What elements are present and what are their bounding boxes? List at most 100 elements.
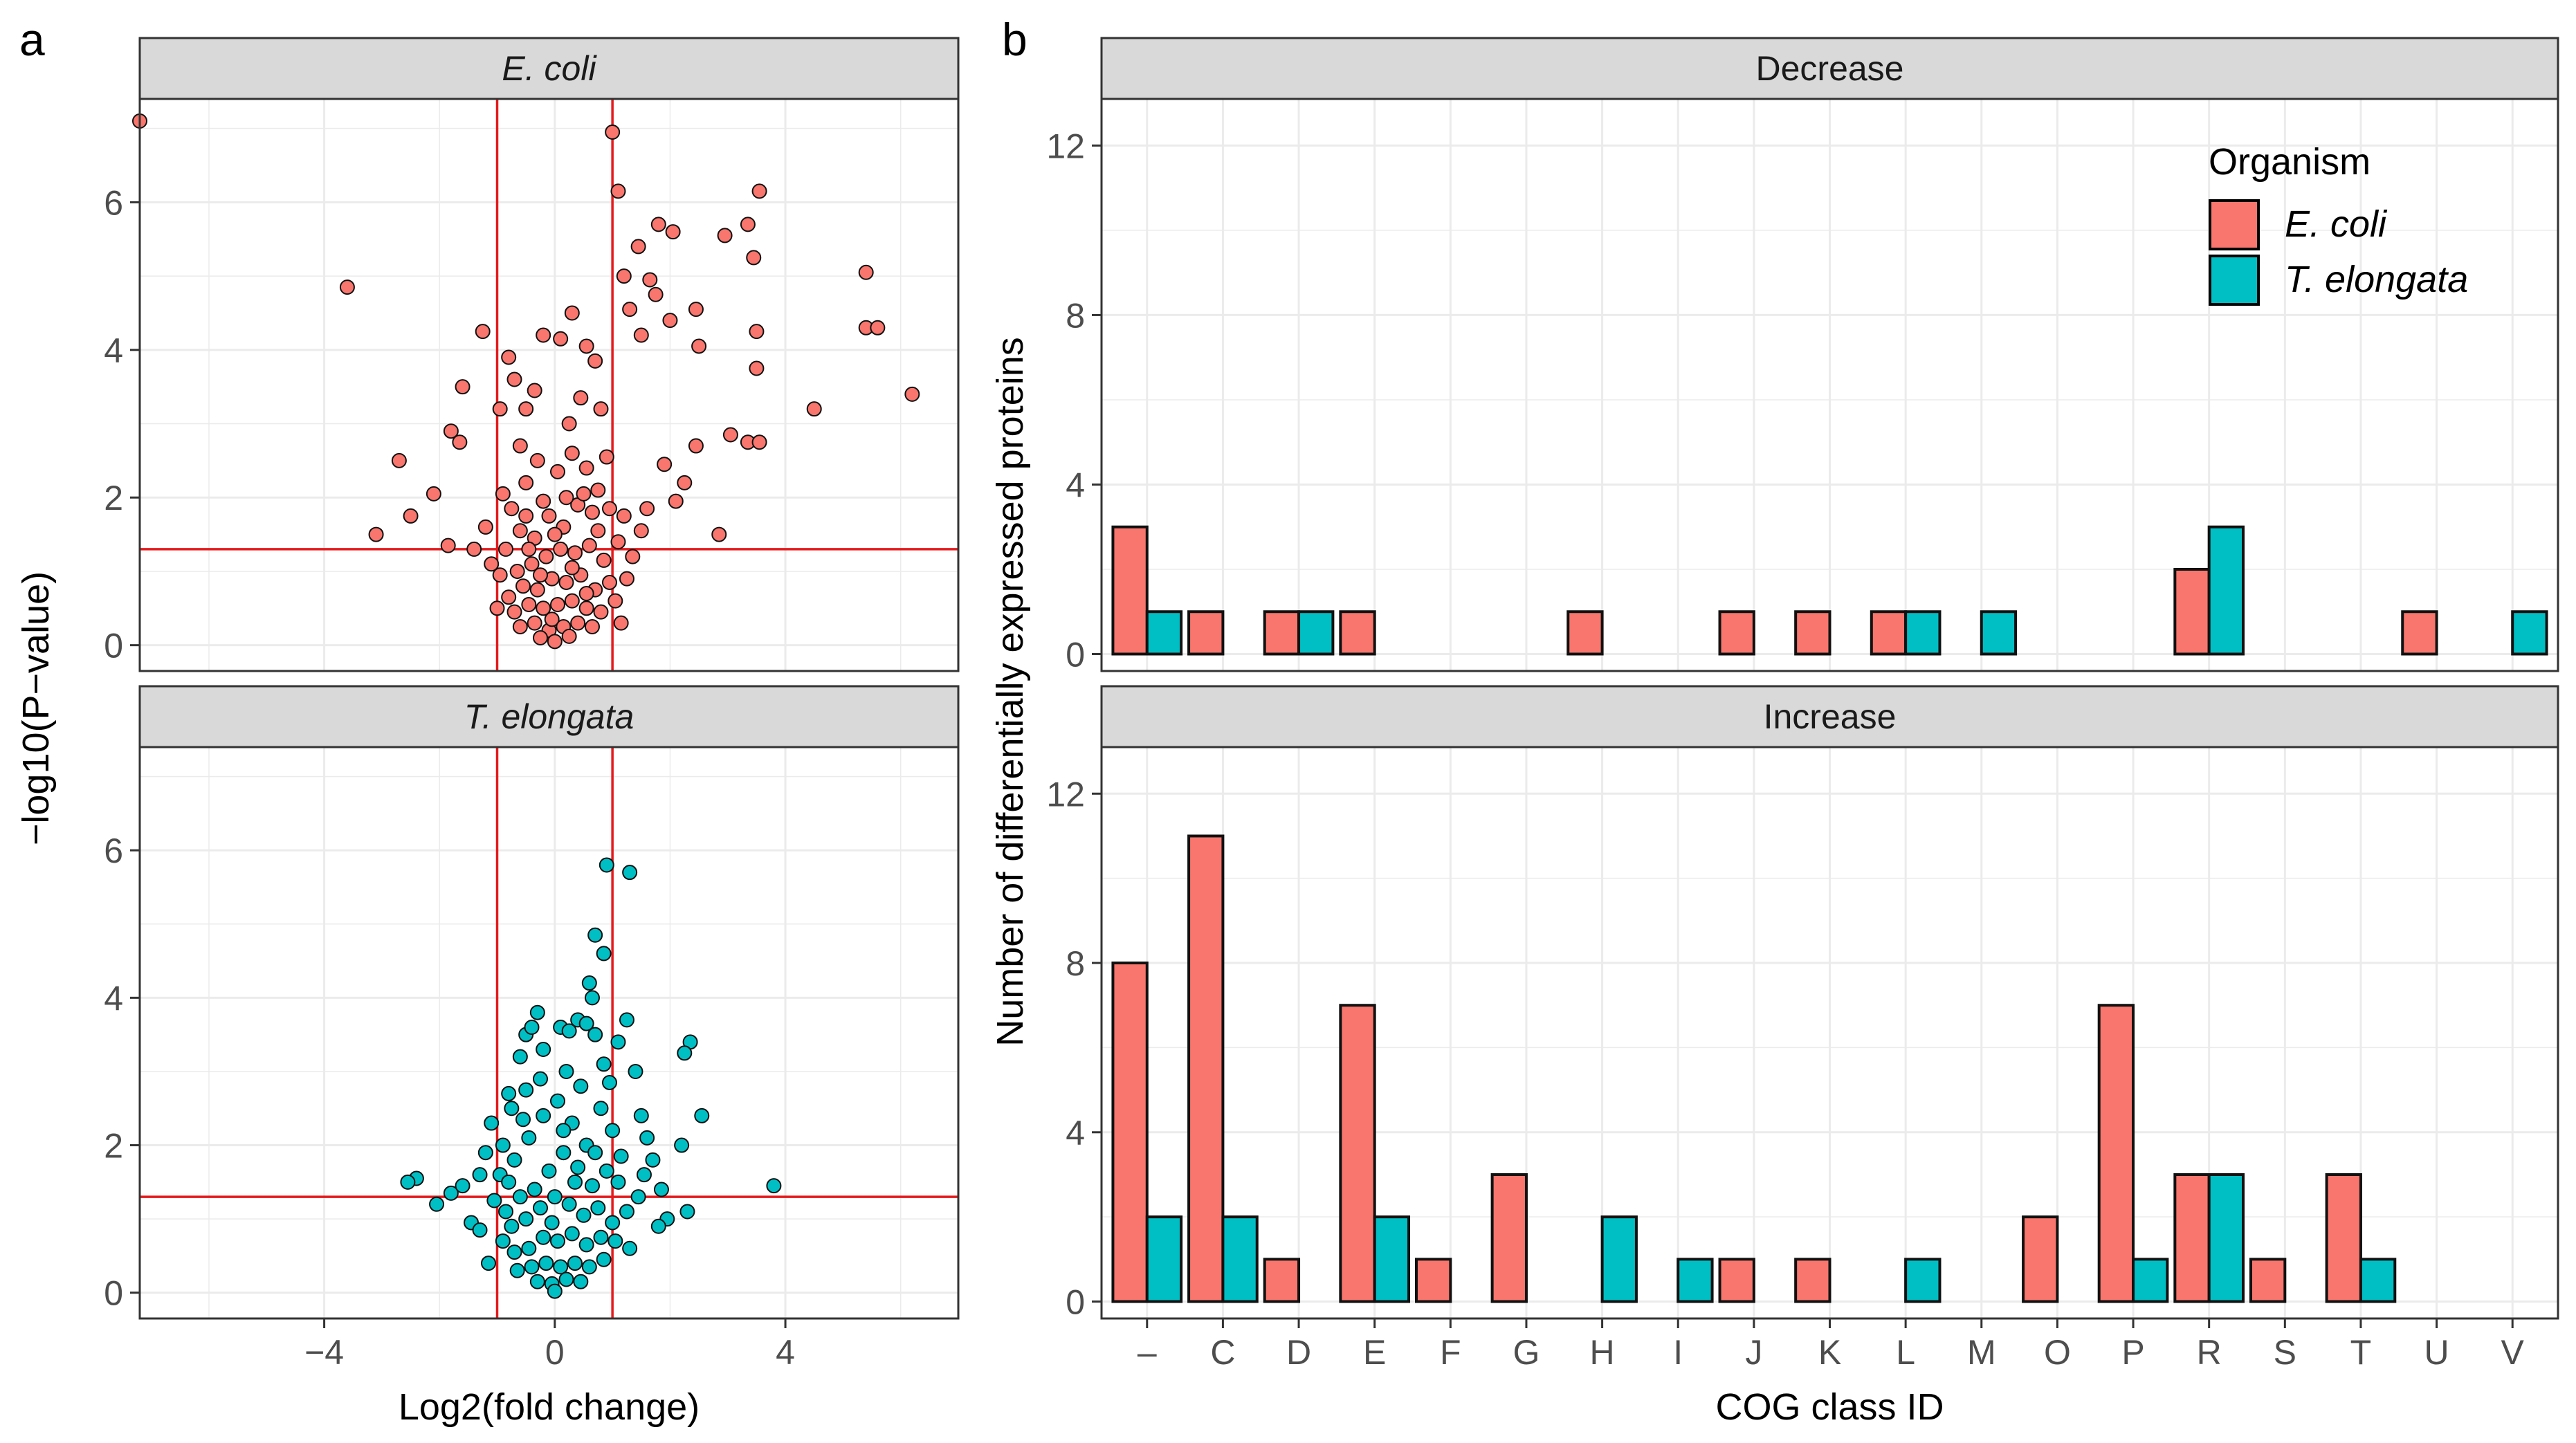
data-point [564,1226,580,1242]
data-point [527,1182,542,1197]
data-point [578,585,594,601]
bar [1297,610,1335,656]
bars-increase [1111,834,2397,1303]
data-point [547,1189,563,1205]
data-point [544,1215,560,1231]
data-point [601,1074,617,1090]
data-point [440,537,456,553]
data-point [751,183,767,199]
data-point [613,1148,629,1164]
legend-swatch-telongata [2209,255,2260,306]
data-point [650,1218,666,1234]
bar-yticks-decrease: 0 4 8 12 [1046,127,1102,674]
x-tick-label: J [1745,1333,1762,1372]
data-point [495,1233,511,1249]
data-point [653,1182,669,1197]
y-tick-label: 8 [1066,944,1085,983]
data-point [662,313,678,329]
data-point [567,1174,583,1190]
data-point [590,523,606,539]
data-point [587,927,603,943]
data-point [549,596,565,612]
data-point [455,379,471,395]
data-point [858,264,874,280]
x-tick-label: E [1363,1333,1386,1372]
bar [1263,1258,1301,1303]
data-point [622,865,638,881]
x-tick-label: G [1513,1333,1540,1372]
data-point [691,338,707,354]
bar-frame-decrease [1100,98,2559,672]
x-tick-label: 0 [545,1333,565,1372]
bar [1145,610,1183,656]
data-point [492,567,508,583]
data-point [610,183,626,199]
data-point [553,541,569,557]
data-point [541,508,557,524]
bar [2173,567,2211,656]
data-point [740,217,756,232]
data-point [596,1056,612,1072]
data-point [657,457,673,472]
volcano-frame-telongata [138,746,960,1320]
volcano-ylabel: −log10(P−value) [15,571,57,845]
x-tick-label: P [2121,1333,2144,1372]
y-tick-label: 12 [1046,127,1085,165]
data-point [870,320,886,336]
bar [1566,610,1604,656]
panel-label-a: a [19,14,45,65]
bar-xlabel: COG class ID [1715,1386,1944,1428]
data-point [578,460,594,476]
data-point [498,1204,514,1220]
y-tick-label: 4 [104,331,123,370]
bar [1414,1258,1452,1303]
data-point [515,578,531,594]
data-point [527,615,542,631]
strip-label-ecoli: E. coli [502,49,597,88]
data-point [608,593,623,609]
data-point [564,305,580,321]
data-point [518,1082,534,1098]
strip-increase [1100,685,2559,748]
data-point [501,589,517,605]
data-point [501,349,517,365]
x-tick-label: M [1967,1333,1996,1372]
data-point [536,1229,551,1245]
data-point [648,286,664,302]
data-point [593,604,609,620]
data-point [452,434,468,450]
data-point [578,600,594,616]
data-point [549,1093,565,1109]
data-point [610,1034,626,1050]
data-point [521,541,537,557]
volcano-xlabel: Log2(fold change) [399,1386,700,1428]
bar [1373,1215,1411,1303]
data-point [677,475,693,490]
data-point [553,1259,569,1275]
y-tick-label: 4 [104,979,123,1018]
data-point [587,353,603,369]
data-point [616,508,632,524]
data-point [521,596,537,612]
data-point [524,556,540,572]
data-point [650,217,666,232]
data-point [904,386,920,402]
bar [1111,525,1149,656]
bar [2325,1173,2362,1303]
data-point [518,475,534,490]
data-point [512,523,528,539]
data-point [529,1274,545,1289]
bar [1145,1215,1183,1303]
data-point [668,493,684,509]
data-point [576,1207,592,1223]
data-point [506,1244,522,1260]
bar [1794,1258,1831,1303]
data-point [633,1107,649,1123]
y-tick-label: 4 [1066,466,1085,504]
data-point [472,1222,488,1238]
data-point [576,486,592,502]
data-point [547,1283,563,1299]
data-point [426,486,441,502]
data-point [581,975,597,991]
data-point [573,390,589,406]
